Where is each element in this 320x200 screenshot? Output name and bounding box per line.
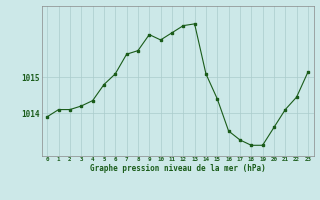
X-axis label: Graphe pression niveau de la mer (hPa): Graphe pression niveau de la mer (hPa) — [90, 164, 266, 173]
